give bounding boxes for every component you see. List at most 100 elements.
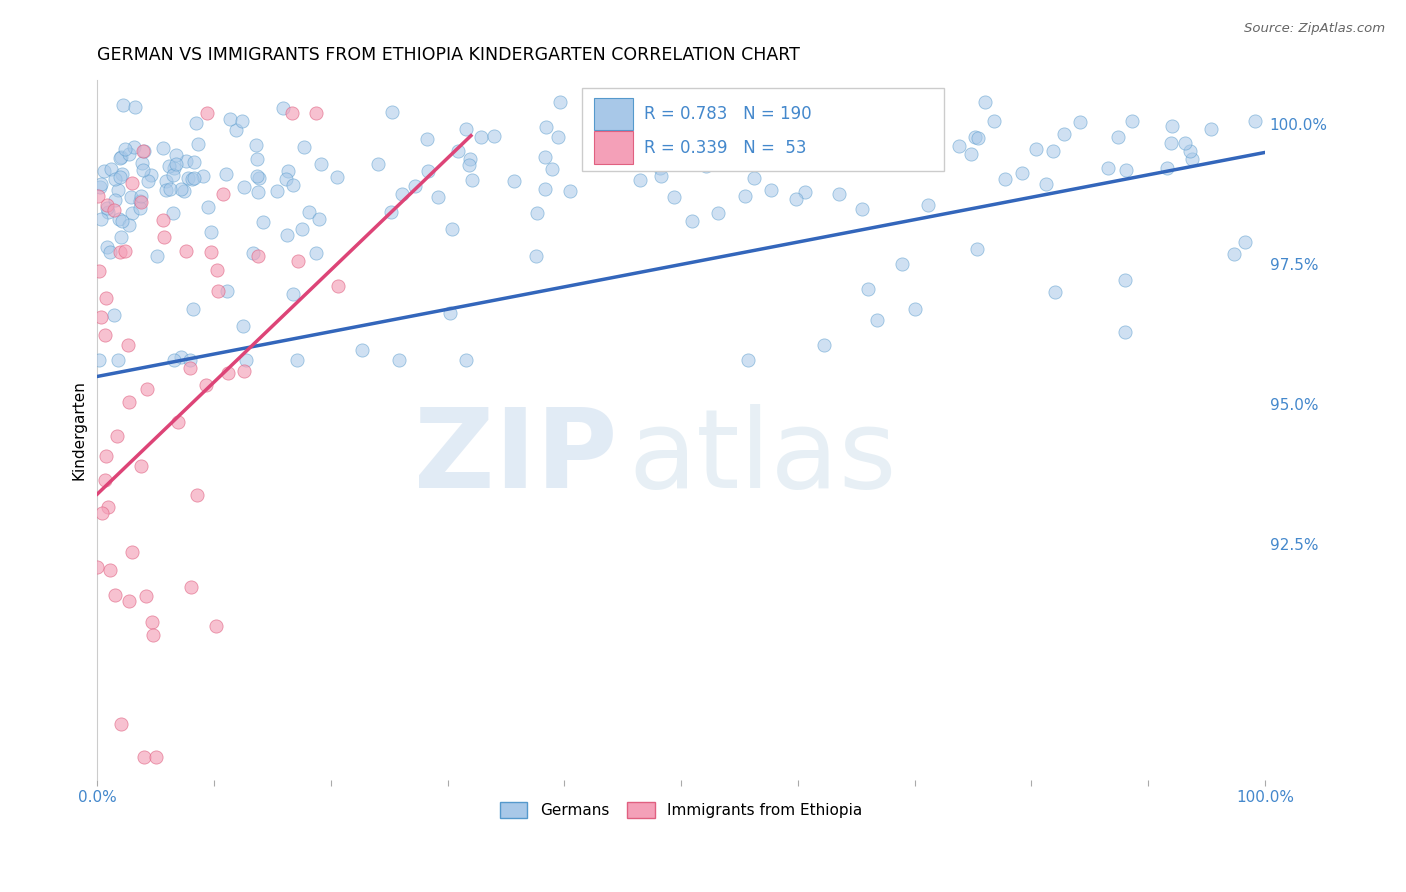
Point bbox=[183, 155, 205, 169]
Point bbox=[162, 352, 184, 367]
Point bbox=[1107, 129, 1129, 144]
Point bbox=[1174, 136, 1197, 151]
Point bbox=[427, 189, 450, 203]
Point bbox=[97, 205, 120, 219]
Point bbox=[120, 189, 142, 203]
Point bbox=[163, 161, 186, 176]
Point bbox=[179, 361, 201, 376]
Point bbox=[215, 284, 238, 298]
Point bbox=[205, 262, 228, 277]
Point bbox=[960, 146, 983, 161]
Point bbox=[152, 230, 174, 244]
Point bbox=[96, 198, 118, 212]
Point bbox=[1160, 136, 1182, 150]
Point bbox=[204, 618, 226, 632]
Point bbox=[121, 205, 143, 219]
Point bbox=[128, 201, 150, 215]
Point bbox=[681, 214, 703, 228]
Point bbox=[707, 206, 730, 220]
Point bbox=[110, 151, 132, 165]
Legend: Germans, Immigrants from Ethiopia: Germans, Immigrants from Ethiopia bbox=[494, 797, 869, 824]
Point bbox=[308, 212, 330, 227]
Point bbox=[215, 168, 238, 182]
Point bbox=[94, 328, 117, 343]
Point bbox=[547, 130, 569, 145]
Point bbox=[1178, 144, 1201, 158]
Point bbox=[891, 256, 914, 270]
Point bbox=[298, 205, 321, 219]
Point bbox=[948, 138, 970, 153]
Point bbox=[90, 178, 112, 192]
Point bbox=[281, 287, 304, 301]
Point bbox=[287, 254, 309, 268]
Point bbox=[162, 168, 184, 182]
Point bbox=[114, 244, 136, 259]
Point bbox=[132, 750, 155, 764]
Point bbox=[730, 127, 752, 141]
Point bbox=[117, 218, 139, 232]
Point bbox=[1156, 161, 1178, 175]
Point bbox=[207, 285, 229, 299]
Point bbox=[388, 352, 411, 367]
Point bbox=[974, 95, 997, 109]
Text: R = 0.783   N = 190: R = 0.783 N = 190 bbox=[644, 105, 811, 123]
Point bbox=[110, 230, 132, 244]
Point bbox=[276, 228, 298, 243]
Point bbox=[157, 159, 180, 173]
Point bbox=[648, 161, 671, 175]
Point bbox=[114, 142, 136, 156]
Point bbox=[118, 395, 141, 409]
Point bbox=[695, 159, 717, 173]
Point bbox=[1233, 235, 1256, 250]
Point bbox=[856, 282, 879, 296]
Point bbox=[136, 382, 159, 396]
Point bbox=[806, 107, 828, 121]
Point bbox=[184, 116, 207, 130]
Point bbox=[136, 174, 159, 188]
Point bbox=[328, 279, 350, 293]
Point bbox=[129, 188, 152, 202]
Point bbox=[650, 169, 672, 183]
Point bbox=[231, 114, 253, 128]
Point bbox=[118, 146, 141, 161]
Point bbox=[98, 563, 121, 577]
Point bbox=[1161, 120, 1184, 134]
Point bbox=[235, 352, 257, 367]
Point bbox=[87, 189, 110, 203]
Point bbox=[619, 128, 641, 142]
Point bbox=[180, 171, 202, 186]
Point bbox=[217, 367, 239, 381]
Point bbox=[966, 242, 988, 256]
Point bbox=[994, 171, 1017, 186]
Point bbox=[96, 201, 118, 215]
Point bbox=[94, 291, 117, 305]
Point bbox=[122, 140, 145, 154]
Point bbox=[179, 580, 201, 594]
Point bbox=[245, 138, 267, 153]
Point bbox=[534, 182, 557, 196]
Point bbox=[291, 222, 314, 236]
Point bbox=[195, 106, 218, 120]
Point bbox=[1042, 144, 1064, 158]
Point bbox=[292, 140, 315, 154]
Point bbox=[266, 185, 288, 199]
Point bbox=[247, 185, 270, 199]
Point bbox=[456, 352, 478, 367]
Point bbox=[534, 120, 557, 135]
Point bbox=[141, 615, 163, 629]
Point bbox=[851, 202, 873, 216]
Point bbox=[170, 351, 193, 365]
Point bbox=[212, 186, 235, 201]
Point bbox=[828, 186, 851, 201]
Y-axis label: Kindergarten: Kindergarten bbox=[72, 380, 86, 480]
Point bbox=[683, 140, 706, 154]
Point bbox=[1181, 152, 1204, 166]
Point bbox=[142, 628, 165, 642]
Point bbox=[103, 308, 125, 322]
Point bbox=[276, 172, 298, 186]
Point bbox=[1035, 177, 1057, 191]
Point bbox=[309, 157, 332, 171]
Point bbox=[89, 310, 111, 325]
Point bbox=[145, 249, 167, 263]
Point bbox=[104, 172, 127, 186]
